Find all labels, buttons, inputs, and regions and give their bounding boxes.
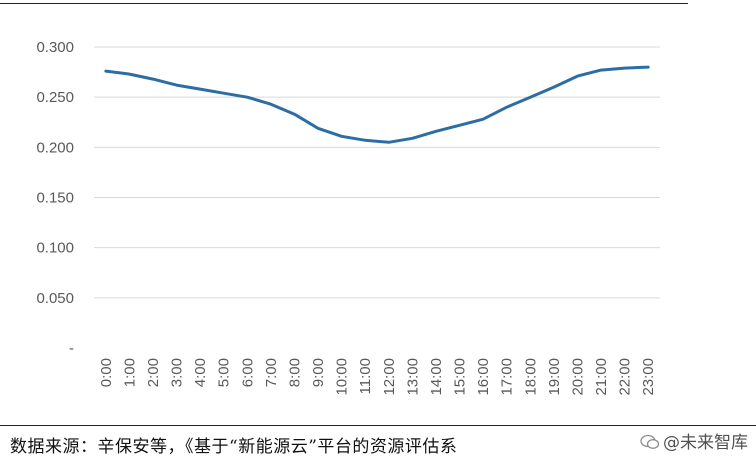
gridlines (94, 46, 660, 299)
x-tick-label: 17:00 (499, 358, 516, 396)
y-tick-label: - (69, 340, 74, 357)
x-tick-label: 21:00 (593, 358, 610, 396)
x-tick-label: 23:00 (640, 358, 657, 396)
x-tick-label: 6:00 (239, 358, 256, 387)
top-rule (0, 3, 688, 4)
y-tick-label: 0.050 (36, 290, 74, 307)
x-tick-label: 3:00 (169, 358, 186, 387)
y-axis-ticks: - 0.050 0.100 0.150 0.200 0.250 0.300 (36, 39, 74, 357)
x-tick-label: 5:00 (216, 358, 233, 387)
x-tick-label: 14:00 (428, 358, 445, 396)
x-tick-label: 4:00 (192, 358, 209, 387)
x-tick-label: 16:00 (475, 358, 492, 396)
x-axis-ticks: 0:00 1:00 2:00 3:00 4:00 5:00 6:00 7:00 8:00 9:00… (98, 358, 657, 396)
x-tick-label: 7:00 (263, 358, 280, 387)
y-tick-label: 0.100 (36, 240, 74, 257)
x-tick-label: 1:00 (121, 358, 138, 387)
x-tick-label: 15:00 (452, 358, 469, 396)
x-tick-label: 20:00 (569, 358, 586, 396)
series-line (104, 65, 650, 144)
bottom-rule (0, 425, 756, 426)
x-tick-label: 2:00 (145, 358, 162, 387)
x-tick-label: 22:00 (617, 358, 634, 396)
line-chart: - 0.050 0.100 0.150 0.200 0.250 0.300 0:00 1:00… (36, 39, 660, 396)
x-tick-label: 9:00 (310, 358, 327, 387)
y-tick-label: 0.250 (36, 89, 74, 106)
x-tick-label: 13:00 (404, 358, 421, 396)
x-tick-label: 11:00 (357, 358, 374, 394)
y-tick-label: 0.150 (36, 190, 74, 207)
x-tick-label: 18:00 (522, 358, 539, 396)
watermark: @未来智库 (640, 428, 748, 453)
x-tick-label: 8:00 (286, 358, 303, 387)
y-tick-label: 0.300 (36, 39, 74, 56)
source-note: 数据来源：辛保安等，《基于“新能源云”平台的资源评估系 (10, 437, 458, 457)
y-tick-label: 0.200 (36, 139, 74, 156)
watermark-text: @未来智库 (663, 433, 748, 453)
x-tick-label: 12:00 (381, 358, 398, 396)
x-tick-label: 19:00 (546, 358, 563, 396)
wechat-icon (640, 434, 660, 449)
x-tick-label: 10:00 (334, 358, 351, 396)
x-tick-label: 0:00 (98, 358, 115, 387)
